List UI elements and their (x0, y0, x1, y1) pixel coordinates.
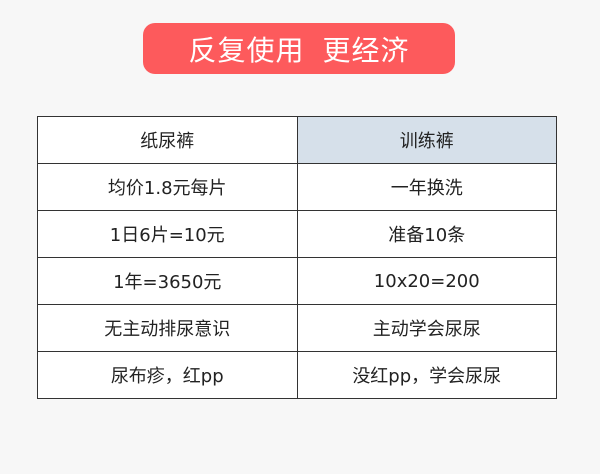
cell-training-pants: 一年换洗 (296, 163, 557, 211)
cell-training-pants: 准备10条 (296, 210, 557, 258)
cell-diaper: 尿布疹，红pp (37, 351, 298, 399)
banner-text-reuse: 反复使用 (188, 33, 305, 67)
cell-diaper: 1日6片=10元 (37, 210, 298, 258)
table-row: 均价1.8元每片 一年换洗 (37, 163, 557, 211)
header-training-pants: 训练裤 (296, 116, 557, 164)
banner-text-economical: 更经济 (322, 33, 410, 67)
header-diaper: 纸尿裤 (37, 116, 298, 164)
comparison-table: 纸尿裤 训练裤 均价1.8元每片 一年换洗 1日6片=10元 准备10条 1年=… (37, 116, 557, 399)
table-row: 1日6片=10元 准备10条 (37, 210, 557, 258)
table-row: 1年=3650元 10x20=200 (37, 257, 557, 305)
cell-training-pants: 主动学会尿尿 (296, 304, 557, 352)
cell-diaper: 1年=3650元 (37, 257, 298, 305)
title-banner: 反复使用 更经济 (143, 23, 455, 74)
cell-training-pants: 没红pp，学会尿尿 (296, 351, 557, 399)
table-row: 无主动排尿意识 主动学会尿尿 (37, 304, 557, 352)
table-row: 尿布疹，红pp 没红pp，学会尿尿 (37, 351, 557, 399)
table-header-row: 纸尿裤 训练裤 (37, 116, 557, 164)
cell-training-pants: 10x20=200 (296, 257, 557, 305)
cell-diaper: 均价1.8元每片 (37, 163, 298, 211)
cell-diaper: 无主动排尿意识 (37, 304, 298, 352)
